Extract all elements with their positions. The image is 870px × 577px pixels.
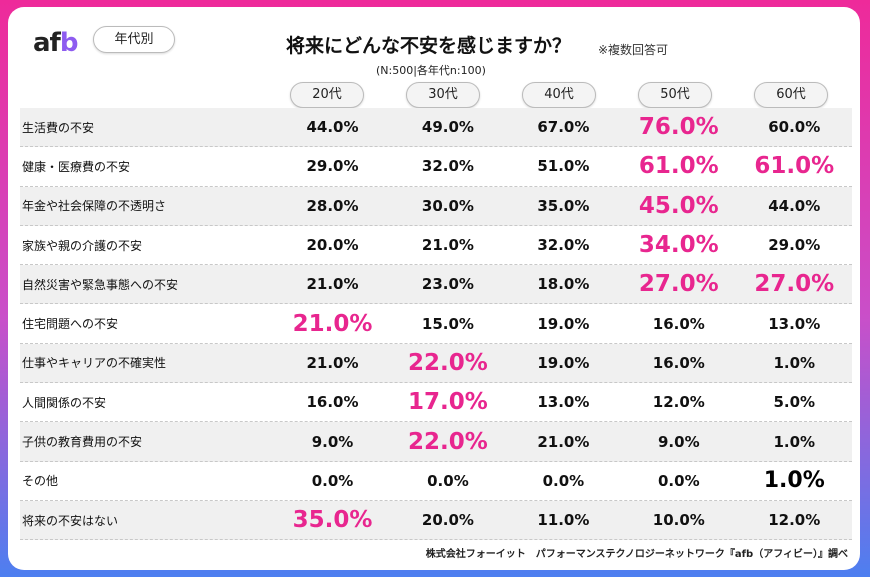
multiple-answer-note: ※複数回答可 xyxy=(598,43,669,57)
value-cell: 12.0% xyxy=(652,393,705,412)
value-cell: 0.0% xyxy=(311,471,354,490)
value-cell: 17.0% xyxy=(408,389,488,416)
value-cell: 0.0% xyxy=(542,471,585,490)
value-cell: 5.0% xyxy=(773,393,816,412)
value-cell: 21.0% xyxy=(306,353,359,372)
value-cell: 29.0% xyxy=(306,157,359,176)
row-label: 人間関係の不安 xyxy=(22,395,107,410)
table-row: 家族や親の介護の不安 20.0% 21.0% 32.0% 34.0% 29.0% xyxy=(20,226,852,266)
value-cell: 30.0% xyxy=(421,196,474,215)
row-label: 健康・医療費の不安 xyxy=(22,159,131,174)
row-label: 住宅問題への不安 xyxy=(22,317,119,332)
row-label: 家族や親の介護の不安 xyxy=(22,238,143,253)
value-cell: 61.0% xyxy=(638,153,719,180)
value-cell: 16.0% xyxy=(652,353,705,372)
row-label: 仕事やキャリアの不確実性 xyxy=(22,356,167,371)
value-cell: 32.0% xyxy=(537,236,590,255)
value-cell: 21.0% xyxy=(421,236,474,255)
table-row: 子供の教育費用の不安 9.0% 22.0% 21.0% 9.0% 1.0% xyxy=(20,422,852,462)
value-cell: 21.0% xyxy=(306,275,359,294)
value-cell: 35.0% xyxy=(292,507,373,534)
value-cell: 1.0% xyxy=(763,468,825,494)
value-cell: 32.0% xyxy=(421,157,474,176)
value-cell: 20.0% xyxy=(306,236,359,255)
value-cell: 44.0% xyxy=(306,118,359,137)
value-cell: 1.0% xyxy=(773,353,816,372)
table-row: 住宅問題への不安 21.0% 15.0% 19.0% 16.0% 13.0% xyxy=(20,304,852,344)
table-row: 健康・医療費の不安 29.0% 32.0% 51.0% 61.0% 61.0% xyxy=(20,147,852,187)
row-label: 生活費の不安 xyxy=(22,120,95,135)
value-cell: 13.0% xyxy=(768,314,821,333)
table-row: 年金や社会保障の不透明さ 28.0% 30.0% 35.0% 45.0% 44.0% xyxy=(20,186,852,226)
value-cell: 49.0% xyxy=(421,118,474,137)
value-cell: 16.0% xyxy=(652,314,705,333)
value-cell: 60.0% xyxy=(768,118,821,137)
value-cell: 0.0% xyxy=(658,471,700,490)
row-label: 自然災害や緊急事態への不安 xyxy=(22,277,179,292)
table-row: 人間関係の不安 16.0% 17.0% 13.0% 12.0% 5.0% xyxy=(20,383,852,423)
value-cell: 21.0% xyxy=(537,432,590,451)
row-label: 子供の教育費用の不安 xyxy=(22,435,143,450)
value-cell: 9.0% xyxy=(311,432,354,451)
value-cell: 12.0% xyxy=(768,511,821,530)
column-header-50代: 50代 xyxy=(638,82,712,108)
row-label: 将来の不安はない xyxy=(22,513,119,528)
value-cell: 29.0% xyxy=(768,236,821,255)
value-cell: 19.0% xyxy=(537,314,590,333)
infographic-card: afb 年代別 将来にどんな不安を感じますか？ ※複数回答可 (N:500|各年… xyxy=(8,7,860,570)
value-cell: 34.0% xyxy=(638,232,719,259)
column-header-60代: 60代 xyxy=(754,82,828,108)
value-cell: 44.0% xyxy=(768,196,821,215)
age-group-tag: 年代別 xyxy=(93,26,175,53)
value-cell: 35.0% xyxy=(537,196,590,215)
value-cell: 0.0% xyxy=(427,471,469,490)
row-label: 年金や社会保障の不透明さ xyxy=(22,199,167,214)
value-cell: 27.0% xyxy=(754,271,835,298)
value-cell: 16.0% xyxy=(306,393,359,412)
value-cell: 13.0% xyxy=(537,393,590,412)
value-cell: 61.0% xyxy=(754,153,835,180)
value-cell: 20.0% xyxy=(421,511,474,530)
column-header-20代: 20代 xyxy=(290,82,364,108)
value-cell: 1.0% xyxy=(773,432,816,451)
value-cell: 45.0% xyxy=(638,192,719,219)
value-cell: 18.0% xyxy=(537,275,590,294)
page-title: 将来にどんな不安を感じますか？ xyxy=(286,35,572,57)
value-cell: 22.0% xyxy=(408,349,488,376)
column-header-30代: 30代 xyxy=(406,82,480,108)
table-row: 仕事やキャリアの不確実性 21.0% 22.0% 19.0% 16.0% 1.0% xyxy=(20,343,852,384)
column-header-40代: 40代 xyxy=(522,82,596,108)
source-credit: 株式会社フォーイット パフォーマンステクノロジーネットワーク『afb（アフィビー… xyxy=(425,549,848,560)
sample-size: (N:500|各年代n:100) xyxy=(376,64,486,77)
table-row: 自然災害や緊急事態への不安 21.0% 23.0% 18.0% 27.0% 27.0% xyxy=(20,265,852,305)
table-row: その他 0.0% 0.0% 0.0% 0.0% 1.0% xyxy=(20,462,852,501)
afb-logo: afb xyxy=(33,28,78,58)
value-cell: 23.0% xyxy=(421,275,474,294)
value-cell: 28.0% xyxy=(306,196,359,215)
value-cell: 67.0% xyxy=(537,118,590,137)
value-cell: 21.0% xyxy=(292,310,373,337)
value-cell: 19.0% xyxy=(537,353,590,372)
value-cell: 10.0% xyxy=(652,511,705,530)
table-row: 将来の不安はない 35.0% 20.0% 11.0% 10.0% 12.0% xyxy=(20,500,852,541)
row-label: その他 xyxy=(22,474,59,489)
table-row: 生活費の不安 44.0% 49.0% 67.0% 76.0% 60.0% xyxy=(20,108,852,148)
value-cell: 27.0% xyxy=(638,271,719,298)
value-cell: 11.0% xyxy=(537,511,590,530)
value-cell: 22.0% xyxy=(408,428,488,455)
value-cell: 9.0% xyxy=(658,432,700,451)
value-cell: 51.0% xyxy=(537,157,590,176)
value-cell: 76.0% xyxy=(638,114,719,141)
value-cell: 15.0% xyxy=(421,314,474,333)
results-table: 生活費の不安 44.0% 49.0% 67.0% 76.0% 60.0% 健康・医療費の不安… xyxy=(20,108,852,541)
